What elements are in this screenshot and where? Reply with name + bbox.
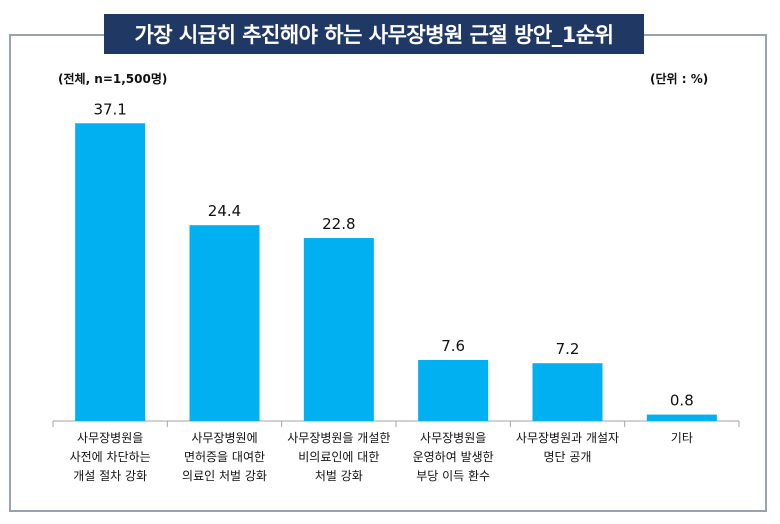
- category-label: 사무장병원을 운영하여 발생한 부당 이득 환수: [412, 431, 494, 483]
- bar: [418, 360, 489, 421]
- bar: [303, 238, 374, 421]
- data-label: 7.2: [556, 340, 580, 358]
- bar: [646, 414, 717, 421]
- category-label: 사무장병원을 개설한 비의료인에 대한 처벌 강화: [287, 431, 391, 483]
- category-label: 사무장병원에 면허증을 대여한 의료인 처벌 강화: [182, 431, 267, 483]
- chart-title: 가장 시급히 추진해야 하는 사무장병원 근절 방안_1순위: [104, 14, 644, 54]
- category-label: 기타: [670, 431, 693, 445]
- data-label: 24.4: [208, 202, 241, 220]
- category-label: 사무장병원을 사전에 차단하는 개설 절차 강화: [69, 431, 151, 483]
- bar: [532, 363, 603, 421]
- data-label: 7.6: [441, 337, 465, 355]
- data-label: 37.1: [93, 100, 126, 118]
- category-label: 사무장병원과 개설자 명단 공개: [515, 431, 620, 464]
- sample-note: (전체, n=1,500명): [58, 72, 168, 86]
- bar: [189, 225, 260, 421]
- data-label: 0.8: [670, 392, 694, 410]
- bar: [75, 123, 146, 422]
- unit-note: (단위 : %): [650, 72, 709, 86]
- data-label: 22.8: [322, 215, 355, 233]
